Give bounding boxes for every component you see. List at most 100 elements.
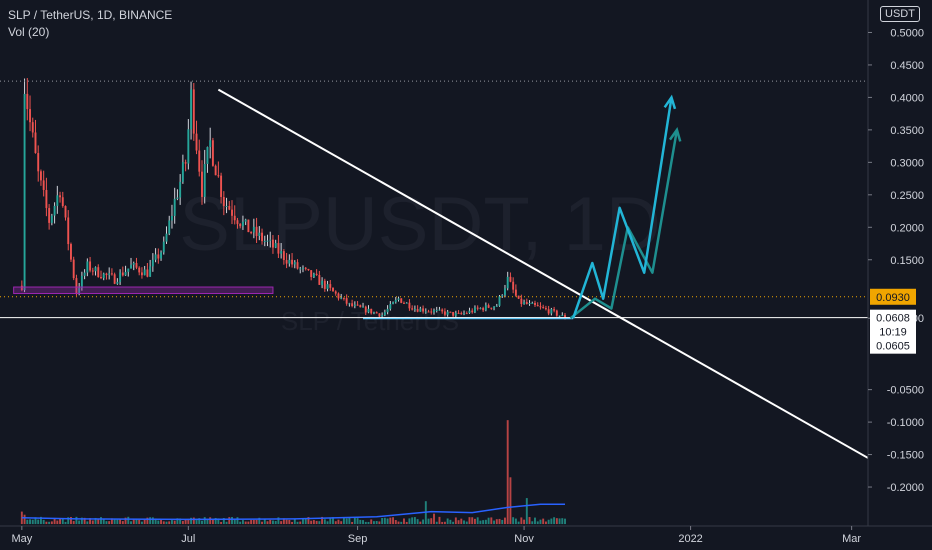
candle-body [528,303,531,305]
volume-bar [130,521,132,525]
candle-body [392,302,395,305]
volume-bar [487,517,490,525]
candle-body [127,268,130,272]
volume-bar [435,521,438,525]
volume-bar [315,520,318,525]
volume-bar [457,520,460,525]
candle-body [121,272,124,276]
candle-body [430,311,433,313]
volume-bar [539,519,542,525]
candle-body [113,274,116,284]
volume-bar [64,521,67,525]
candle-body [190,89,193,130]
projection-path-primary[interactable] [572,97,673,319]
price-tick-label: -0.1000 [887,417,924,429]
candle-body [465,313,468,315]
candle-body [146,269,149,277]
candle-body [427,311,430,313]
candle-body [433,310,435,313]
volume-bar [217,518,220,525]
volume-bar [438,516,441,525]
volume-bar [342,517,345,525]
volume-bar [143,519,146,525]
candle-body [542,307,545,309]
currency-button[interactable]: USDT [880,6,920,22]
candle-body [162,241,165,253]
volume-bar [299,521,302,525]
descending-trendline[interactable] [217,88,874,462]
candle-body [544,308,547,310]
candle-body [192,89,195,134]
time-tick-label: Sep [348,533,368,545]
candle-body [471,310,474,313]
volume-bar [97,518,100,525]
symbol-title[interactable]: SLP / TetherUS, 1D, BINANCE [8,8,173,22]
volume-bar [397,521,400,525]
candle-body [225,205,228,207]
volume-bar [146,517,149,525]
price-axis[interactable]: 0.5000 0.4500 0.4000 0.3500 0.3000 0.2500 0.20… [868,27,924,494]
volume-bar [59,518,62,525]
volume-bar [75,516,78,525]
volume-bar [252,519,255,525]
volume-bar [460,518,463,525]
volume-bar [203,517,206,525]
volume-bar [206,519,209,525]
volume-bar [307,517,310,525]
volume-bar [258,517,261,525]
candle-body [214,165,217,176]
candle-body [201,171,203,197]
volume-bar [304,518,307,525]
candle-body [258,232,261,237]
time-tick-label: Jul [181,533,195,545]
candle-body [512,281,515,290]
support-zone-box[interactable] [13,286,274,295]
volume-indicator-label[interactable]: Vol (20) [8,25,50,39]
volume-bar [359,519,362,525]
volume-bar [228,517,231,525]
candle-body [261,232,263,242]
volume-bar [222,518,225,525]
candle-body [356,304,359,306]
volume-bar [272,520,274,525]
volume-bar [209,517,212,525]
candle-body [255,226,258,237]
candle-body [67,217,70,245]
volume-bar [266,521,269,525]
candle-body [291,259,294,265]
volume-bar [310,520,313,525]
candle-body [37,153,40,172]
candle-body [236,220,239,224]
candle-body [457,312,460,314]
volume-bar [386,518,389,525]
volume-bar [296,521,299,525]
volume-bar [321,516,324,525]
volume-bar [285,519,288,525]
volume-bar [220,521,223,525]
volume-bar [135,519,138,525]
candle-body [372,312,375,314]
candle-body [531,302,534,304]
volume-bar [345,518,348,525]
candle-body [315,273,318,276]
candle-body [89,261,92,271]
candle-body [397,298,400,300]
projection-path-secondary[interactable] [569,129,679,320]
volume-bar [293,518,296,525]
volume-bar [381,517,384,525]
volume-bar [50,521,53,525]
candle-body [72,259,75,279]
candle-body [493,306,496,309]
volume-bar [168,521,171,525]
low-price-value: 0.0605 [876,341,910,353]
candle-body [195,133,198,151]
volume-bar [427,518,430,525]
candle-body [263,240,266,242]
candle-body [132,263,135,265]
time-axis[interactable]: May Jul Sep Nov 2022 Mar [11,526,861,545]
time-tick-label: 2022 [678,533,702,545]
volume-bar [356,518,359,525]
candle-body [119,272,122,282]
volume-bar [127,516,130,525]
